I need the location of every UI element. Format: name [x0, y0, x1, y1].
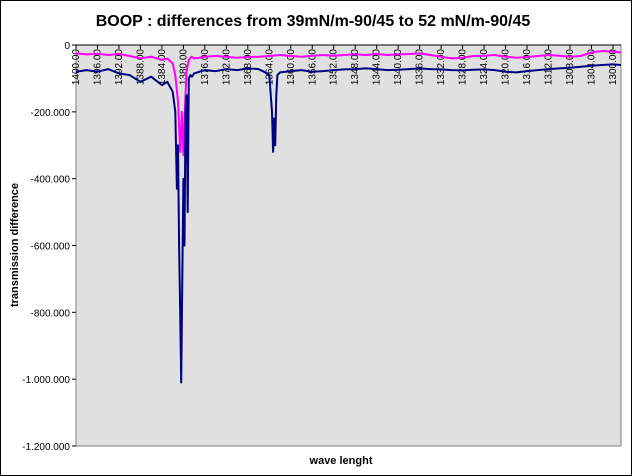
x-tick-label: 1340.00 — [393, 49, 404, 86]
x-tick-label: 1400.00 — [71, 49, 82, 86]
x-tick-label: 1328.00 — [458, 49, 469, 86]
x-tick-label: 1324.00 — [479, 49, 490, 86]
chart-title: BOOP : differences from 39mN/m-90/45 to … — [96, 13, 531, 30]
y-tick-label: 0 — [64, 41, 70, 52]
y-axis-title: transmission difference — [9, 183, 21, 307]
x-tick-label: 1376.00 — [200, 49, 211, 86]
x-tick-label: 1316.00 — [522, 49, 533, 86]
x-tick-label: 1368.00 — [243, 49, 254, 86]
x-tick-label: 1336.00 — [415, 49, 426, 86]
y-tick-label: -600.000 — [31, 242, 71, 253]
x-tick-label: 1380.00 — [178, 49, 189, 86]
plot-area — [75, 44, 622, 447]
x-tick-label: 1300.00 — [608, 49, 619, 86]
x-tick-label: 1384.00 — [157, 49, 168, 86]
x-tick-label: 1392.00 — [114, 49, 125, 86]
y-tick-label: -200.000 — [31, 108, 71, 119]
x-axis-title: wave lenght — [309, 455, 373, 467]
y-tick-label: -400.000 — [31, 175, 71, 186]
x-tick-label: 1388.00 — [135, 49, 146, 86]
y-tick-label: -800.000 — [31, 308, 71, 319]
x-tick-label: 1320.00 — [501, 49, 512, 86]
x-tick-label: 1372.00 — [221, 49, 232, 86]
series-line-1 — [75, 50, 622, 157]
x-tick-label: 1360.00 — [286, 49, 297, 86]
x-tick-label: 1304.00 — [586, 49, 597, 86]
x-tick-label: 1396.00 — [92, 49, 103, 86]
x-tick-label: 1312.00 — [544, 49, 555, 86]
y-tick-label: -1.000.000 — [22, 375, 70, 386]
x-tick-label: 1364.00 — [264, 49, 275, 86]
x-tick-label: 1348.00 — [350, 49, 361, 86]
y-axis: 0 -200.000 -400.000 -600.000 -800.000 -1.000.… — [22, 41, 76, 453]
series-layer — [75, 50, 622, 384]
x-tick-label: 1352.00 — [329, 49, 340, 86]
x-tick-label: 1356.00 — [307, 49, 318, 86]
y-tick-label: -1.200.000 — [22, 442, 70, 453]
series-line-2 — [75, 63, 622, 384]
x-tick-label: 1344.00 — [372, 49, 383, 86]
x-tick-label: 1332.00 — [436, 49, 447, 86]
